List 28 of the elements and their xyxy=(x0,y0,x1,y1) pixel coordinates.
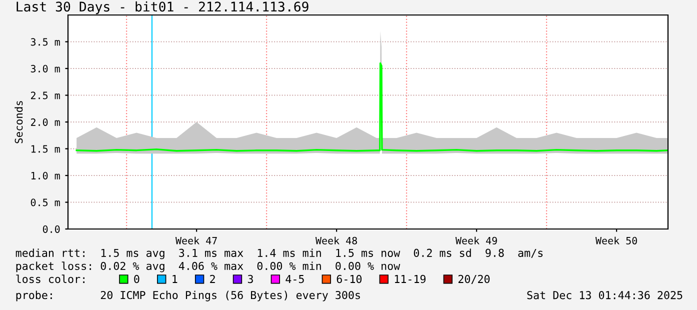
x-tick-label: Week 50 xyxy=(595,236,637,244)
y-tick-label: 2.0 m xyxy=(31,118,60,126)
text: Sat Dec 13 01:44:36 2025 xyxy=(527,291,682,300)
y-tick-label: 0.5 m xyxy=(30,198,60,206)
x-tick-label: Week 47 xyxy=(175,236,217,244)
x-tick-label: Week 48 xyxy=(315,236,357,244)
y-tick-label: 2.5 m xyxy=(31,92,60,100)
legend-label: 0 xyxy=(134,274,140,284)
legend-label: 20/20 xyxy=(458,274,490,284)
legend-label: 6-10 xyxy=(336,274,362,284)
legend-label: 4-5 xyxy=(286,275,304,284)
x-tick-label: Week 49 xyxy=(455,236,497,244)
chart-title: Last 30 Days - bit01 - 212.114.113.69 xyxy=(16,1,308,14)
legend-label: 3 xyxy=(248,274,253,284)
line-series xyxy=(76,62,668,152)
y-tick-label: 0.0 xyxy=(42,225,60,233)
y-tick-label: 3.5 m xyxy=(30,38,60,46)
text: median rtt: 1.5 ms avg 3.1 ms max 1.4 ms min 1.5 ms now 0.2 ms sd 9.8 am/s xyxy=(16,248,543,260)
legend-label: 1 xyxy=(172,275,178,283)
text: packet loss: 0.02 % avg 4.06 % max 0.00 % min 0.00 % now xyxy=(16,262,400,272)
text: loss color: xyxy=(16,274,84,284)
y-tick-label: 1.0 m xyxy=(31,172,60,180)
legend-label: 11-19 xyxy=(394,274,426,284)
y-tick-label: 3.0 m xyxy=(30,64,60,72)
legend-label: 2 xyxy=(210,274,215,283)
y-tick-label: 1.5 m xyxy=(31,145,60,153)
text: probe: 20 ICMP Echo Pings (56 Bytes) every 300s xyxy=(16,290,360,302)
y-axis-title: Seconds xyxy=(14,101,23,144)
